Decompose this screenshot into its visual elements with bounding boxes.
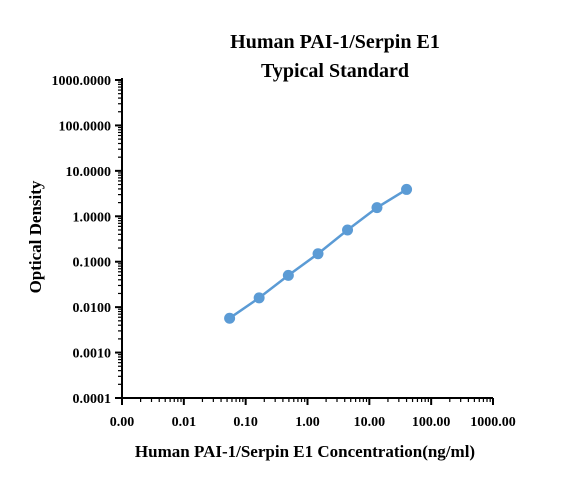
data-point bbox=[224, 312, 236, 324]
y-tick-label: 1.0000 bbox=[73, 210, 112, 225]
y-tick-label: 1000.0000 bbox=[52, 74, 112, 89]
x-tick-label: 1.00 bbox=[295, 415, 320, 430]
y-tick-label: 10.0000 bbox=[66, 165, 112, 180]
y-tick-label: 0.0100 bbox=[73, 301, 112, 316]
x-tick-label: 0.01 bbox=[172, 415, 197, 430]
x-tick-label: 1000.00 bbox=[470, 415, 516, 430]
y-tick-label: 100.0000 bbox=[59, 119, 112, 134]
data-point bbox=[371, 202, 383, 214]
x-axis-title: Human PAI-1/Serpin E1 Concentration(ng/m… bbox=[135, 442, 475, 461]
x-tick-label: 100.00 bbox=[412, 415, 451, 430]
x-tick-label: 10.00 bbox=[354, 415, 386, 430]
y-tick-label: 0.0001 bbox=[73, 392, 112, 407]
data-point bbox=[401, 183, 413, 195]
axes: 0.0001 0.0010 0.0100 0.1000 1.0000 10.0000 100… bbox=[52, 74, 516, 430]
plot-area bbox=[224, 183, 413, 324]
y-tick-label: 0.1000 bbox=[73, 256, 112, 271]
x-tick-label: 0.00 bbox=[110, 415, 135, 430]
data-point bbox=[282, 269, 294, 281]
data-point bbox=[253, 292, 265, 304]
y-axis-title: Optical Density bbox=[26, 180, 45, 293]
chart-title: Human PAI-1/Serpin E1 bbox=[230, 31, 440, 53]
x-tick-label: 0.10 bbox=[233, 415, 258, 430]
data-point bbox=[312, 248, 324, 260]
y-tick-label: 0.0010 bbox=[73, 347, 112, 362]
data-point bbox=[342, 224, 354, 236]
chart-subtitle: Typical Standard bbox=[261, 60, 409, 82]
